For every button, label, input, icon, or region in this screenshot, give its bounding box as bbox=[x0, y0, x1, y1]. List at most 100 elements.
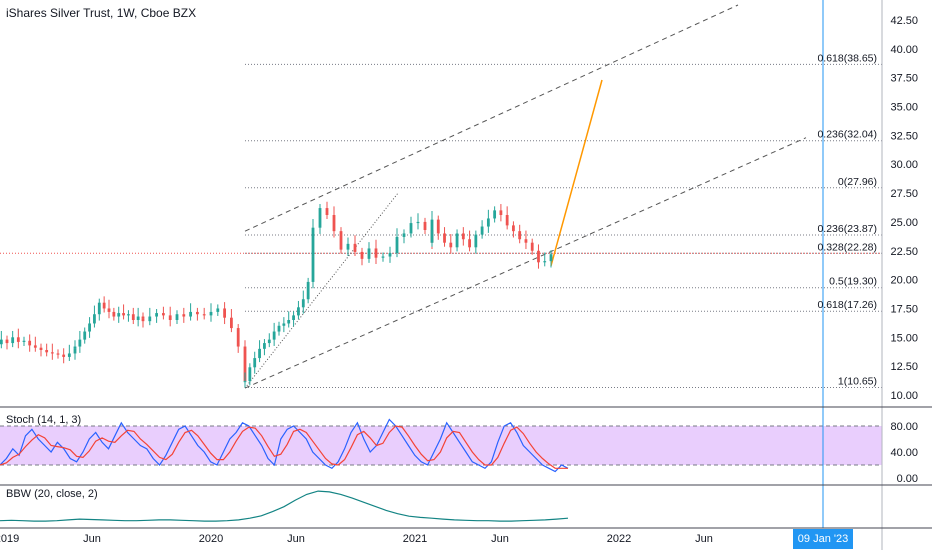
price-tick-label: 22.50 bbox=[890, 246, 918, 258]
drawing-lines bbox=[244, 0, 824, 528]
stoch-band bbox=[0, 425, 882, 466]
price-tick-label: 32.50 bbox=[890, 130, 918, 142]
candle-body bbox=[78, 339, 82, 347]
price-tick-label: 12.50 bbox=[890, 361, 918, 373]
candle-body bbox=[436, 219, 440, 234]
date-marker-badge bbox=[793, 529, 853, 549]
candle-body bbox=[162, 313, 165, 316]
candle-body bbox=[112, 311, 116, 317]
candle-body bbox=[16, 337, 20, 342]
candle-body bbox=[189, 311, 192, 317]
candle-body bbox=[318, 208, 322, 228]
candle-body bbox=[277, 325, 281, 332]
fib-label: 0.618(17.26) bbox=[817, 299, 877, 311]
candles bbox=[0, 201, 553, 388]
candle-body bbox=[395, 236, 399, 254]
candle-body bbox=[93, 314, 96, 324]
candle-body bbox=[122, 313, 125, 316]
candle-body bbox=[223, 308, 226, 318]
candle-body bbox=[22, 340, 26, 342]
fib-label: 0.328(22.28) bbox=[817, 241, 877, 253]
time-tick-label: 2022 bbox=[607, 533, 631, 545]
labels: 0.618(38.65) 0.236(32.04) 0(27.96) 0.236(23… bbox=[817, 52, 877, 387]
candle-body bbox=[253, 358, 257, 368]
fib-grid bbox=[0, 63, 882, 388]
candle-body bbox=[202, 314, 206, 316]
candle-body bbox=[480, 226, 484, 235]
fib-label: 0.618(38.65) bbox=[817, 52, 877, 64]
candle-body bbox=[468, 239, 471, 248]
candle-body bbox=[306, 281, 310, 300]
price-tick-label: 20.00 bbox=[890, 275, 918, 287]
candle-body bbox=[537, 250, 540, 263]
candle-body bbox=[524, 239, 528, 243]
stoch-label: Stoch (14, 1, 3) bbox=[6, 414, 82, 426]
candle-body bbox=[549, 254, 553, 262]
candle-body bbox=[117, 313, 121, 317]
fib-label: 1(10.65) bbox=[838, 376, 877, 388]
price-tick-label: 25.00 bbox=[890, 217, 918, 229]
candle-body bbox=[45, 350, 49, 353]
candle-body bbox=[443, 233, 446, 243]
candle-body bbox=[39, 347, 43, 350]
fib-label: 0.5(19.30) bbox=[829, 276, 877, 288]
candle-body bbox=[402, 233, 406, 237]
candle-body bbox=[346, 243, 350, 250]
dotted-trend-line bbox=[244, 192, 399, 389]
candle-body bbox=[486, 218, 490, 227]
date-marker-label: 09 Jan '23 bbox=[798, 533, 848, 545]
candle-body bbox=[325, 208, 329, 215]
time-tick-label: 2019 bbox=[0, 533, 19, 545]
candle-body bbox=[50, 352, 54, 354]
price-tick-label: 10.00 bbox=[890, 390, 918, 402]
candle-body bbox=[409, 223, 413, 234]
candle-body bbox=[5, 339, 9, 344]
candle-body bbox=[230, 317, 233, 329]
candle-body bbox=[168, 315, 172, 320]
candle-body bbox=[311, 256, 315, 282]
candle-body bbox=[292, 315, 295, 320]
time-tick-label: Jun bbox=[491, 533, 509, 545]
candle-body bbox=[131, 314, 135, 320]
fib-label: 0.236(32.04) bbox=[817, 129, 877, 141]
bbw-line bbox=[0, 490, 569, 522]
stoch-k-line bbox=[0, 418, 569, 473]
price-tick-label: 17.50 bbox=[890, 303, 918, 315]
candle-body bbox=[416, 221, 420, 224]
candle-body bbox=[461, 233, 465, 240]
candle-body bbox=[512, 225, 515, 232]
stoch-tick-label: 40.00 bbox=[890, 447, 918, 459]
candle-body bbox=[148, 316, 152, 322]
price-tick-label: 37.50 bbox=[890, 73, 918, 85]
candle-body bbox=[493, 210, 497, 219]
candle-body bbox=[332, 215, 336, 232]
candle-body bbox=[107, 308, 111, 312]
candle-body bbox=[67, 353, 71, 357]
candle-body bbox=[88, 323, 91, 332]
candle-body bbox=[28, 340, 32, 346]
candle-body bbox=[339, 231, 343, 250]
price-tick-label: 42.50 bbox=[890, 15, 918, 27]
time-tick-label: Jun bbox=[695, 533, 713, 545]
bbw-label: BBW (20, close, 2) bbox=[6, 488, 98, 500]
candle-body bbox=[196, 311, 199, 315]
channel-lower-line bbox=[244, 137, 807, 389]
candle-body bbox=[236, 328, 240, 347]
candle-body bbox=[243, 381, 247, 383]
candle-body bbox=[367, 248, 371, 259]
candle-body bbox=[243, 346, 247, 382]
stoch-tick-label: 80.00 bbox=[890, 421, 918, 433]
candle-body bbox=[258, 348, 261, 359]
time-tick-label: Jun bbox=[83, 533, 101, 545]
candle-body bbox=[518, 231, 522, 240]
candle-body bbox=[272, 331, 276, 340]
candle-body bbox=[33, 345, 37, 348]
candle-body bbox=[474, 234, 478, 248]
candle-body bbox=[388, 253, 392, 257]
candle-body bbox=[11, 337, 15, 344]
candle-body bbox=[449, 242, 453, 248]
